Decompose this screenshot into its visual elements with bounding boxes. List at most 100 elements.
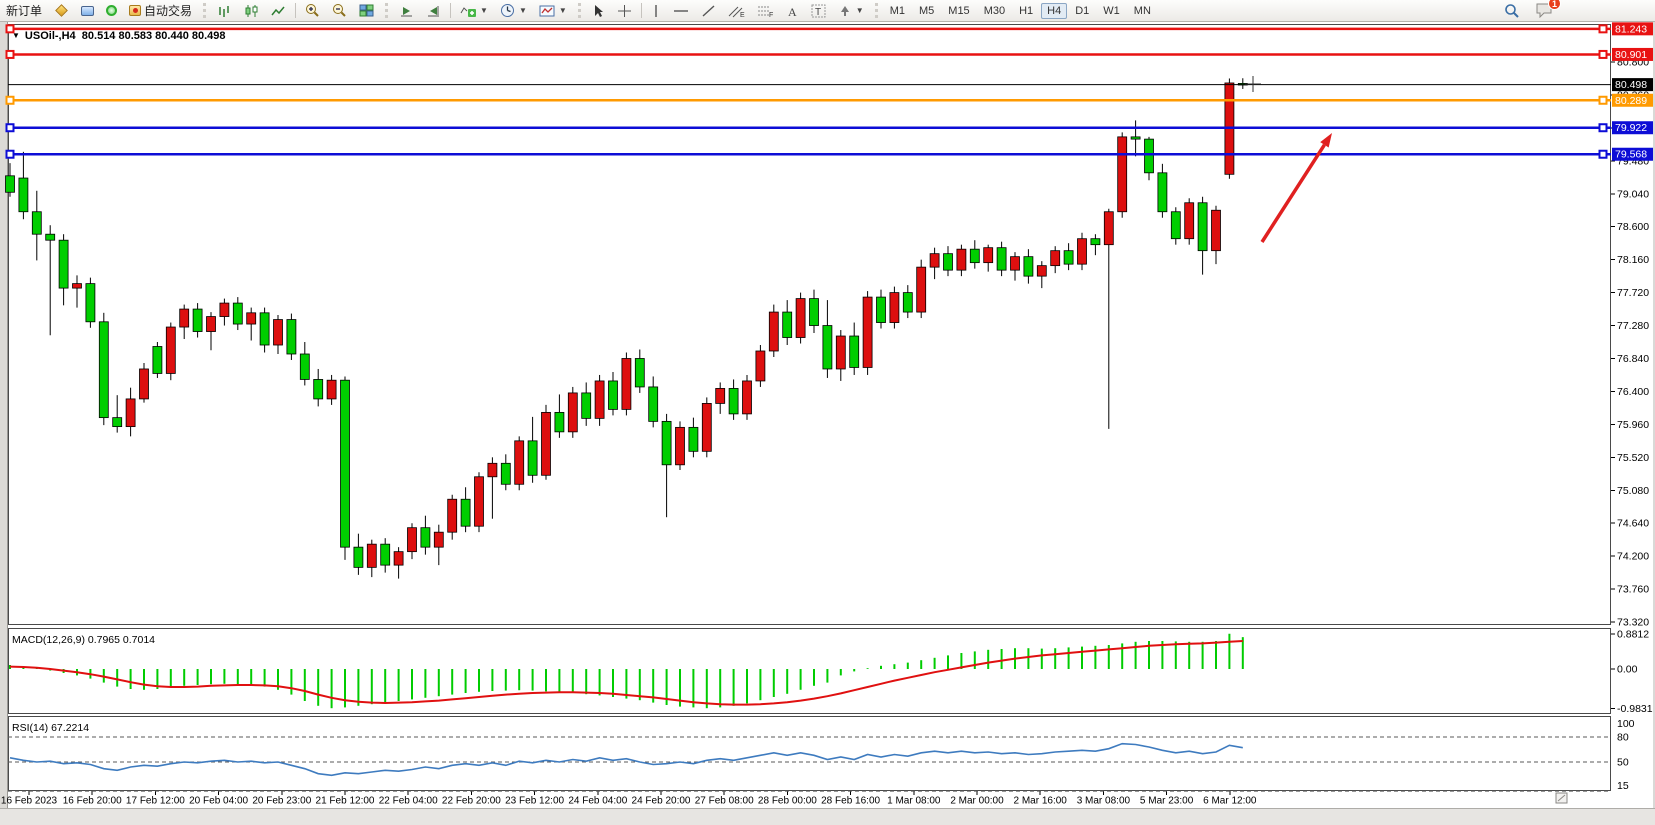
monitor-icon	[81, 5, 95, 16]
trend-arrow-line[interactable]	[1260, 143, 1326, 243]
timeframe-h4[interactable]: H4	[1041, 2, 1068, 19]
bar-chart-button[interactable]	[212, 1, 237, 21]
auto-scroll-icon	[401, 6, 413, 16]
candle	[541, 411, 551, 476]
macd-scale-label: 0.8812	[1617, 628, 1649, 640]
auto-scroll-button[interactable]	[394, 1, 419, 21]
candle	[1103, 211, 1114, 246]
candle	[688, 426, 699, 452]
time-label: 1 Mar 08:00	[887, 796, 941, 807]
candle	[246, 312, 257, 325]
autotrade-icon	[129, 5, 142, 16]
candle	[353, 546, 364, 568]
candle	[835, 335, 846, 370]
candle	[286, 319, 297, 355]
autotrade-button[interactable]: 自动交易	[124, 1, 197, 21]
label-tool-button[interactable]: T	[806, 1, 831, 21]
candle	[112, 417, 123, 428]
equidistant-channel-icon: E	[728, 6, 745, 18]
time-label: 24 Feb 20:00	[632, 796, 691, 807]
channel-tool-button[interactable]: E	[723, 1, 750, 21]
time-label: 22 Feb 04:00	[379, 796, 438, 807]
candle	[299, 353, 310, 380]
time-label: 27 Feb 08:00	[695, 796, 754, 807]
chart-canvas[interactable]: 80.80080.36079.92079.48079.04078.60078.1…	[0, 22, 1655, 825]
time-label: 28 Feb 00:00	[758, 796, 817, 807]
market-watch-button[interactable]	[76, 1, 99, 21]
indicators-button[interactable]: ▼	[455, 1, 493, 21]
price-tick-label: 78.160	[1617, 254, 1649, 266]
trendline-tool-button[interactable]	[696, 1, 721, 21]
timeframe-w1[interactable]: W1	[1103, 4, 1120, 17]
candle	[45, 233, 56, 241]
candle	[1090, 238, 1101, 246]
axis-scale-icon[interactable]	[1555, 792, 1568, 804]
fibonacci-tool-button[interactable]: F	[752, 1, 779, 21]
timeframe-m5[interactable]: M5	[919, 4, 935, 17]
price-tick-label: 73.760	[1617, 584, 1649, 596]
toolbar-grip	[874, 3, 880, 18]
candle	[1130, 136, 1141, 140]
line-end-marker	[5, 49, 15, 59]
tile-windows-button[interactable]	[354, 1, 379, 21]
arrows-tool-button[interactable]: ▼	[833, 1, 869, 21]
new-order-button[interactable]: 新订单	[1, 1, 47, 21]
text-tool-button[interactable]: A	[781, 1, 804, 21]
toolbar-grip	[577, 3, 583, 18]
timeframe-m30[interactable]: M30	[983, 4, 1006, 17]
price-tick-label: 75.960	[1617, 419, 1649, 431]
periods-button[interactable]: ▼	[495, 1, 532, 21]
chart-shift-button[interactable]	[421, 1, 446, 21]
vline-tool-button[interactable]	[646, 1, 666, 21]
candle	[755, 350, 766, 382]
candle	[500, 462, 511, 485]
search-icon[interactable]	[1504, 3, 1520, 19]
new-order-icon-button[interactable]	[49, 1, 74, 21]
price-tick-label: 74.640	[1617, 518, 1649, 530]
fibonacci-icon: F	[757, 6, 773, 18]
timeframe-m15[interactable]: M15	[948, 4, 970, 17]
zoom-out-button[interactable]	[327, 1, 352, 21]
time-label: 2 Mar 16:00	[1014, 796, 1068, 807]
line-end-marker	[5, 149, 15, 159]
notification-badge: 1	[1548, 0, 1561, 10]
price-badge	[1612, 93, 1653, 107]
candle	[487, 462, 498, 478]
candle	[165, 326, 176, 374]
cursor-button[interactable]	[587, 1, 610, 21]
time-label: 6 Mar 12:00	[1203, 796, 1257, 807]
signals-button[interactable]	[101, 1, 122, 21]
price-tick-label: 77.720	[1617, 287, 1649, 299]
timeframe-mn[interactable]: MN	[1133, 4, 1151, 17]
hline-tool-button[interactable]	[668, 1, 694, 21]
dropdown-caret-icon: ▼	[855, 6, 864, 15]
candle	[393, 551, 404, 566]
time-label: 5 Mar 23:00	[1140, 796, 1194, 807]
time-label: 20 Feb 23:00	[252, 796, 311, 807]
candle	[273, 319, 283, 346]
notifications-button[interactable]: 1	[1536, 0, 1561, 18]
diamond-icon	[55, 4, 68, 17]
line-chart-button[interactable]	[266, 1, 291, 21]
candle	[862, 296, 873, 368]
candle-chart-button[interactable]	[239, 1, 264, 21]
rsi-line	[9, 742, 1243, 777]
candle	[179, 308, 190, 328]
timeframe-d1[interactable]: D1	[1075, 4, 1090, 17]
main-toolbar: 新订单 自动交易	[0, 0, 1655, 22]
candle	[192, 308, 203, 332]
crosshair-button[interactable]	[612, 1, 637, 21]
templates-button[interactable]: ▼	[534, 1, 572, 21]
price-badge	[1612, 47, 1653, 61]
candle	[433, 531, 444, 548]
hline-icon	[673, 9, 688, 12]
candle	[1077, 238, 1087, 265]
candle	[983, 247, 994, 264]
timeframe-m1[interactable]: M1	[889, 4, 905, 17]
zoom-in-button[interactable]	[300, 1, 325, 21]
line-end-marker	[5, 24, 15, 34]
candle	[822, 325, 833, 370]
bar-chart-icon	[219, 5, 229, 17]
candle	[125, 398, 136, 428]
timeframe-h1[interactable]: H1	[1019, 4, 1034, 17]
